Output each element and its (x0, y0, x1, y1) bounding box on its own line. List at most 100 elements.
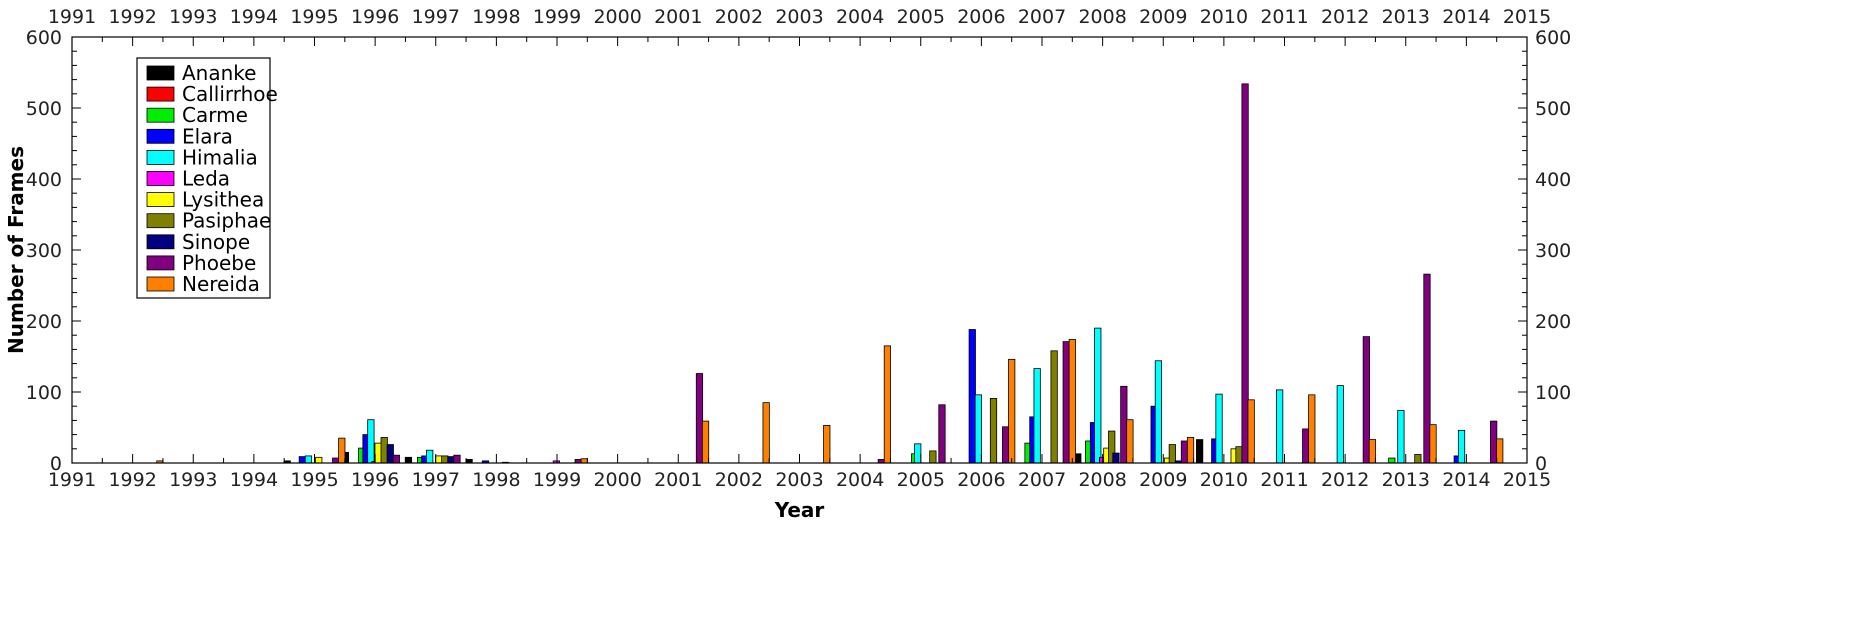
bar-phoebe-9 (1120, 385, 1128, 464)
x-tick-label-top: 2008 (1078, 6, 1126, 28)
x-tick-label-top: 2014 (1442, 6, 1490, 28)
bar-sinope-2 (1112, 452, 1120, 464)
x-tick-label-top: 1992 (108, 6, 156, 28)
bar-phoebe-15 (1490, 420, 1498, 464)
bar-himalia-0 (304, 455, 313, 464)
bar-lysithea-2 (435, 455, 443, 464)
x-axis-title: Year (774, 498, 825, 522)
bar-himalia-11 (1397, 410, 1405, 464)
x-tick-label-bottom: 2003 (775, 469, 823, 491)
bar-pasiphae-1 (441, 455, 449, 464)
y-tick-label-right: 0 (1535, 453, 1547, 475)
x-tick-label-bottom: 2002 (715, 469, 763, 491)
legend-swatch-leda (146, 171, 175, 186)
x-tick-label-bottom: 2015 (1503, 469, 1551, 491)
y-tick-label-left: 600 (26, 27, 62, 49)
y-tick-label-left: 200 (26, 311, 62, 333)
bar-nereida-2 (580, 458, 588, 464)
axes-layer: 1991 1991 1992 1992 1993 1993 1994 1994 1995 1995… (26, 6, 1572, 491)
x-tick-label-top: 1998 (472, 6, 520, 28)
bar-nereida-7 (1008, 358, 1016, 464)
x-tick-label-top: 1999 (533, 6, 581, 28)
bar-himalia-10 (1336, 385, 1344, 464)
bar-phoebe-2 (453, 454, 461, 464)
x-tick-label-top: 2003 (775, 6, 823, 28)
y-tick-label-left: 500 (26, 98, 62, 120)
bar-nereida-4 (762, 402, 770, 464)
legend-label-himalia: Himalia (182, 145, 258, 169)
bar-phoebe-11 (1241, 83, 1249, 464)
x-tick-label-bottom: 2010 (1200, 469, 1248, 491)
x-tick-label-top: 2006 (957, 6, 1005, 28)
x-tick-label-bottom: 1998 (472, 469, 520, 491)
x-tick-label-bottom: 2011 (1260, 469, 1308, 491)
bar-himalia-7 (1154, 360, 1162, 464)
x-tick-label-bottom: 1996 (351, 469, 399, 491)
x-tick-label-bottom: 1995 (290, 469, 338, 491)
x-tick-label-bottom: 1991 (48, 469, 96, 491)
x-tick-label-bottom: 1999 (533, 469, 581, 491)
bar-himalia-4 (974, 394, 982, 464)
legend-label-pasiphae: Pasiphae (182, 209, 271, 233)
legend-label-callirrhoe: Callirrhoe (182, 82, 278, 106)
legend-label-lysithea: Lysithea (182, 188, 264, 212)
bar-phoebe-10 (1180, 440, 1189, 464)
y-axis-title: Number of Frames (4, 146, 28, 354)
bar-nereida-3 (701, 420, 710, 464)
bar-nereida-14 (1429, 424, 1437, 464)
bar-himalia-2 (426, 449, 434, 464)
x-tick-label-bottom: 2004 (836, 469, 884, 491)
bar-himalia-12 (1457, 429, 1466, 464)
bar-ananke-5 (1196, 439, 1204, 464)
y-tick-label-right: 600 (1535, 27, 1571, 49)
x-tick-label-bottom: 2009 (1139, 469, 1187, 491)
bar-sinope-0 (386, 444, 394, 464)
bar-lysithea-0 (315, 456, 323, 464)
bars-layer (156, 83, 1504, 464)
bar-pasiphae-3 (929, 450, 937, 464)
x-tick-label-bottom: 2001 (654, 469, 702, 491)
bar-himalia-1 (367, 419, 375, 464)
bar-nereida-12 (1308, 394, 1316, 464)
bar-pasiphae-8 (1235, 446, 1243, 464)
x-tick-label-bottom: 2000 (593, 469, 641, 491)
legend-swatch-himalia (146, 149, 175, 165)
bar-phoebe-6 (938, 404, 946, 464)
x-tick-label-bottom: 2008 (1078, 469, 1126, 491)
y-tick-label-left: 400 (26, 169, 62, 191)
x-tick-label-top: 1991 (48, 6, 96, 28)
bar-pasiphae-4 (989, 397, 998, 464)
legend-label-carme: Carme (182, 103, 248, 127)
x-tick-label-top: 2013 (1382, 6, 1430, 28)
x-tick-label-top: 1994 (230, 6, 278, 28)
bar-nereida-15 (1496, 438, 1504, 464)
x-tick-label-bottom: 2005 (897, 469, 945, 491)
x-tick-label-bottom: 2013 (1382, 469, 1430, 491)
legend-swatch-lysithea (146, 192, 175, 208)
y-tick-label-right: 500 (1535, 98, 1571, 120)
x-tick-label-top: 2011 (1260, 6, 1308, 28)
x-tick-label-top: 1996 (351, 6, 399, 28)
x-tick-label-bottom: 1993 (169, 469, 217, 491)
bar-phoebe-7 (1002, 426, 1010, 464)
x-tick-label-top: 1995 (290, 6, 338, 28)
legend-label-phoebe: Phoebe (182, 251, 256, 275)
bar-pasiphae-9 (1414, 454, 1422, 464)
bar-phoebe-12 (1302, 428, 1310, 464)
bar-sinope-1 (447, 456, 455, 464)
legend-label-elara: Elara (182, 124, 233, 148)
bar-nereida-5 (823, 424, 831, 464)
bar-ananke-2 (404, 456, 413, 464)
bar-pasiphae-5 (1050, 350, 1058, 464)
bar-carme-6 (1388, 457, 1396, 464)
x-tick-label-bottom: 1994 (230, 469, 278, 491)
bar-phoebe-0 (332, 457, 340, 464)
bar-himalia-5 (1033, 368, 1041, 464)
legend: AnankeCallirrhoeCarmeElaraHimaliaLedaLys… (136, 57, 278, 299)
bar-phoebe-14 (1423, 273, 1431, 464)
bar-himalia-9 (1276, 389, 1284, 464)
bar-nereida-11 (1247, 399, 1255, 464)
legend-swatch-nereida (146, 276, 175, 292)
x-tick-label-top: 2010 (1200, 6, 1248, 28)
bar-pasiphae-0 (380, 437, 388, 464)
